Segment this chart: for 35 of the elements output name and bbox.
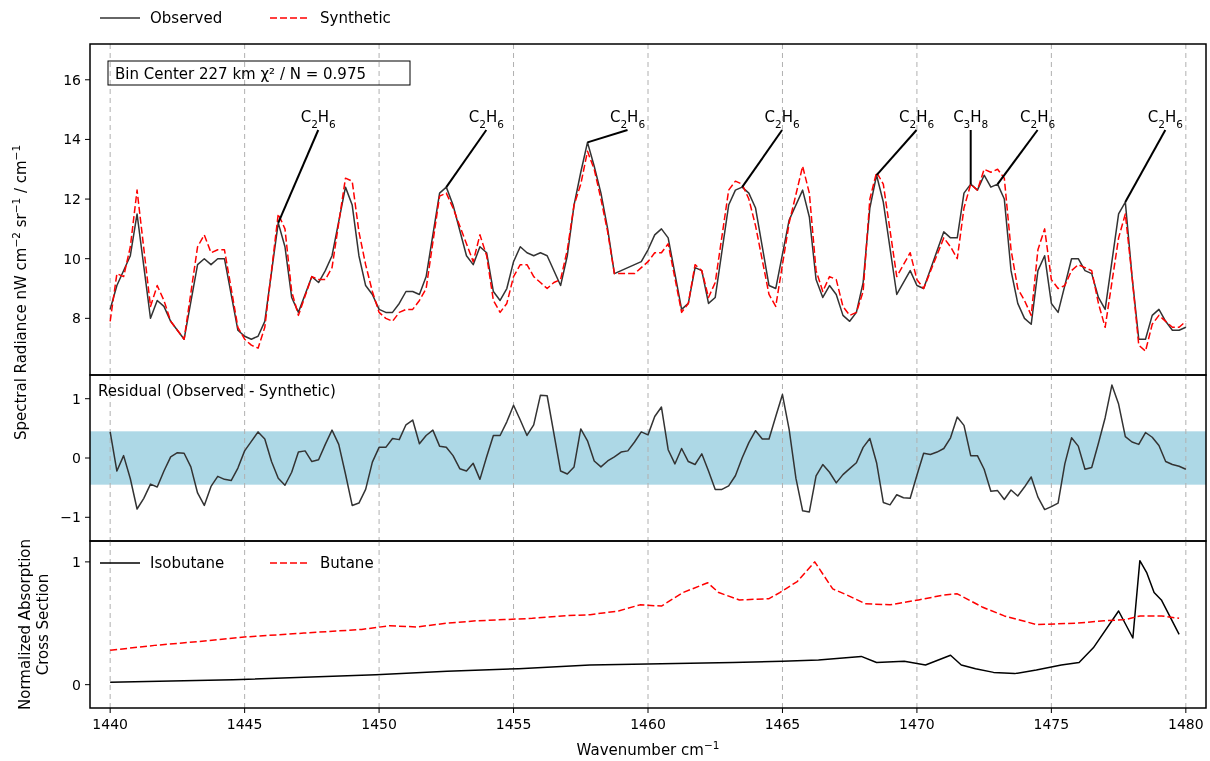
x-tick-label: 1440 [92,716,128,732]
annotation: Residual (Observed - Synthetic) [98,382,336,400]
y-tick-label: −1 [60,509,81,526]
annotation: C$_{2}$H$_{6}$ [899,108,935,130]
x-tick-label: 1450 [361,716,397,732]
legend-label: Synthetic [320,9,391,27]
annotation: C$_{2}$H$_{6}$ [1147,108,1184,130]
x-tick-label: 1455 [495,716,532,732]
x-tick-label: 1465 [764,716,801,732]
x-tick-label: 1470 [899,716,935,732]
annotation: C$_{2}$H$_{6}$ [609,108,646,130]
x-tick-label: 1480 [1168,716,1204,732]
y-tick-label: 0 [72,450,81,466]
x-tick-label: 1475 [1033,716,1070,732]
x-axis-title: Wavenumber cm$^{−1}$ [576,739,720,759]
annotation: Bin Center 227 km χ² / N = 0.975 [115,65,366,83]
x-tick-label: 1445 [226,716,263,732]
y-tick-label: 1 [72,553,81,570]
annotation: C$_{2}$H$_{6}$ [1020,108,1056,130]
x-tick-label: 1460 [630,716,666,732]
y-tick-label: 8 [72,310,81,327]
legend-label: Observed [150,9,223,27]
annotation: C$_{2}$H$_{6}$ [300,108,337,130]
annotation: C$_{2}$H$_{6}$ [468,108,505,130]
legend-label: Butane [320,554,374,572]
y-tick-label: 16 [63,71,82,88]
y-tick-label: 1 [72,390,81,407]
y-tick-label: 14 [63,131,82,148]
y-tick-label: 12 [63,191,81,208]
y-tick-label: 10 [63,250,81,267]
y-tick-label: 0 [72,676,81,693]
y-axis-title: Normalized Absorption Cross Section [16,538,52,711]
annotation: C$_{3}$H$_{8}$ [953,108,989,130]
legend-label: Isobutane [150,554,225,572]
annotation: C$_{2}$H$_{6}$ [764,108,800,130]
